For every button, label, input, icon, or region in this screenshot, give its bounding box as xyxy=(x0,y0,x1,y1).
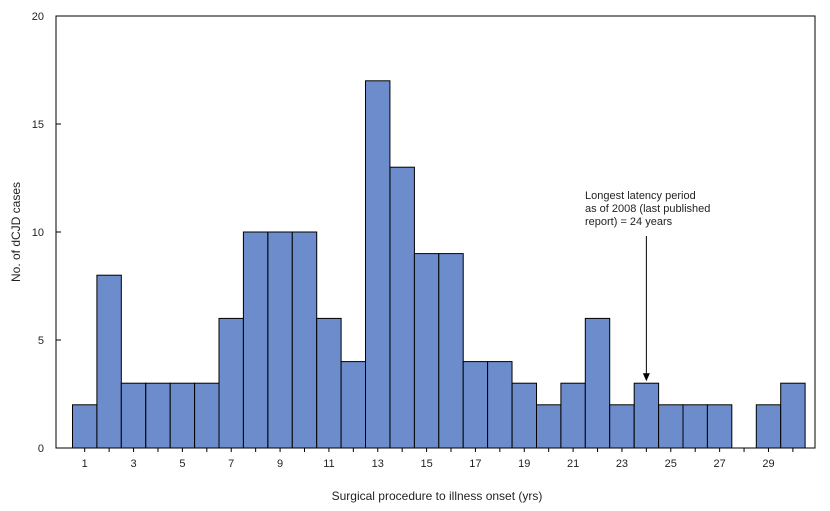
x-tick-label-7: 7 xyxy=(228,458,234,470)
x-tick-label-9: 9 xyxy=(277,458,283,470)
x-tick-label-29: 29 xyxy=(762,458,774,470)
bar-year-10 xyxy=(291,231,318,449)
x-tick-label-1: 1 xyxy=(82,458,88,470)
bar-year-17 xyxy=(462,361,489,449)
bar-year-14 xyxy=(389,166,415,449)
bar-year-5 xyxy=(169,382,196,449)
x-tick-label-19: 19 xyxy=(518,458,530,470)
bar-year-15 xyxy=(413,253,440,449)
y-axis: 0 5 10 15 20 xyxy=(32,11,61,455)
bar-year-19 xyxy=(511,382,538,449)
x-tick-label-13: 13 xyxy=(372,458,384,470)
x-axis: 1 3 5 7 9 11 13 15 17 19 21 23 25 27 29 xyxy=(82,448,794,470)
bars-group xyxy=(72,80,806,449)
bar-year-27 xyxy=(706,404,733,449)
bar-year-12 xyxy=(340,361,367,449)
bar-year-2 xyxy=(96,274,122,449)
y-tick-label-10: 10 xyxy=(32,227,44,239)
bar-year-26 xyxy=(682,404,708,449)
bar-year-25 xyxy=(658,404,684,449)
bar-year-20 xyxy=(536,404,562,449)
y-axis-title: No. of dCJD cases xyxy=(9,182,23,282)
x-tick-label-11: 11 xyxy=(323,458,334,470)
bar-year-11 xyxy=(316,317,342,449)
bar-year-24 xyxy=(633,382,660,449)
annotation-line-2: as of 2008 (last published xyxy=(585,203,710,215)
bar-year-1 xyxy=(72,404,98,449)
x-tick-label-3: 3 xyxy=(130,458,136,470)
x-tick-label-17: 17 xyxy=(469,458,481,470)
bar-year-29 xyxy=(755,404,782,449)
bar-year-23 xyxy=(609,404,635,449)
bar-year-8 xyxy=(242,231,269,449)
y-tick-label-15: 15 xyxy=(32,119,44,131)
bar-year-22 xyxy=(584,317,611,449)
bar-year-30 xyxy=(780,382,806,449)
bar-year-21 xyxy=(560,382,586,449)
x-tick-label-15: 15 xyxy=(420,458,432,470)
y-tick-label-20: 20 xyxy=(32,11,44,23)
bar-year-6 xyxy=(194,382,220,449)
x-tick-label-27: 27 xyxy=(714,458,726,470)
annotation-line-3: report) = 24 years xyxy=(585,216,673,228)
x-tick-label-23: 23 xyxy=(616,458,628,470)
bar-year-13 xyxy=(365,80,391,449)
x-tick-label-5: 5 xyxy=(179,458,185,470)
y-tick-label-0: 0 xyxy=(38,443,44,455)
y-tick-label-5: 5 xyxy=(38,335,44,347)
x-tick-label-21: 21 xyxy=(567,458,579,470)
annotation-line-1: Longest latency period xyxy=(585,190,696,202)
bar-year-4 xyxy=(145,382,171,449)
bar-year-7 xyxy=(218,317,244,449)
bar-year-18 xyxy=(487,361,513,449)
bar-year-3 xyxy=(120,382,147,449)
bar-year-16 xyxy=(438,253,464,449)
x-axis-title: Surgical procedure to illness onset (yrs… xyxy=(332,489,543,503)
x-tick-label-25: 25 xyxy=(665,458,677,470)
bar-year-9 xyxy=(267,231,293,449)
annotation-arrow-head xyxy=(642,373,650,382)
